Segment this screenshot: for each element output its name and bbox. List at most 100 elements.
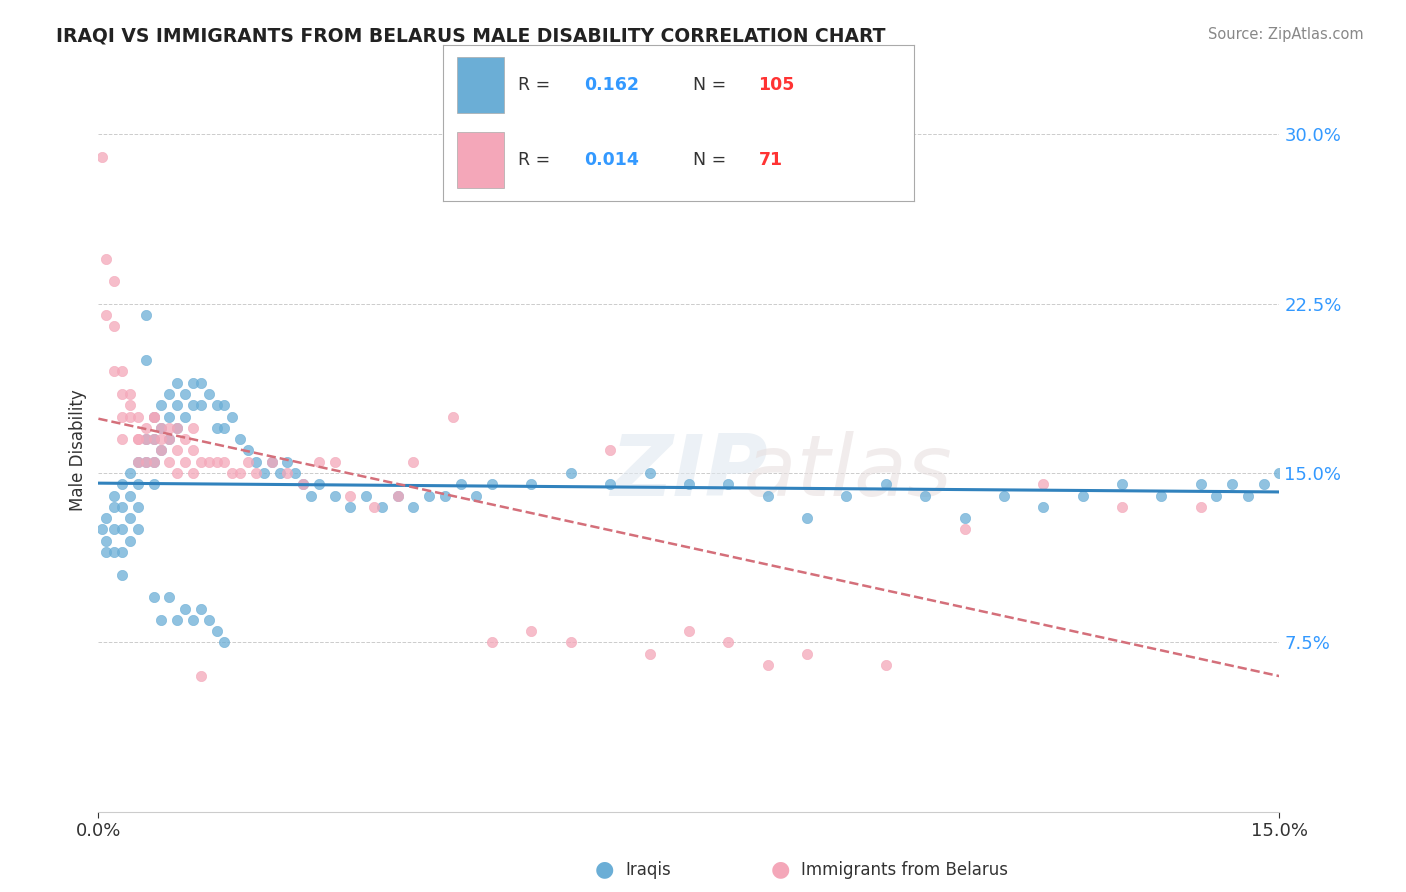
- Point: [157, 421, 180, 435]
- Point: [111, 567, 134, 582]
- Text: N =: N =: [693, 151, 731, 169]
- Point: [638, 466, 661, 480]
- Point: [269, 466, 291, 480]
- Text: 0.162: 0.162: [585, 76, 640, 95]
- Point: [339, 500, 361, 514]
- Point: [214, 635, 236, 649]
- Point: [142, 591, 165, 605]
- Point: [127, 477, 149, 491]
- Point: [181, 376, 204, 390]
- Point: [157, 432, 180, 446]
- Point: [214, 455, 236, 469]
- Point: [111, 500, 134, 514]
- Point: [111, 364, 134, 378]
- Point: [135, 455, 157, 469]
- Point: [142, 432, 165, 446]
- Point: [560, 635, 582, 649]
- Point: [717, 477, 740, 491]
- Point: [1111, 500, 1133, 514]
- Point: [197, 613, 219, 627]
- Point: [299, 489, 322, 503]
- Point: [181, 398, 204, 412]
- Point: [150, 421, 173, 435]
- Point: [190, 398, 212, 412]
- Point: [245, 455, 267, 469]
- Point: [150, 398, 173, 412]
- Point: [387, 489, 409, 503]
- Point: [205, 398, 228, 412]
- Point: [875, 477, 897, 491]
- Point: [157, 432, 180, 446]
- Point: [96, 252, 118, 266]
- Point: [520, 477, 543, 491]
- Point: [166, 421, 188, 435]
- Point: [166, 443, 188, 458]
- Point: [914, 489, 936, 503]
- Point: [1253, 477, 1275, 491]
- Point: [418, 489, 440, 503]
- Point: [1032, 477, 1054, 491]
- Point: [953, 523, 976, 537]
- Point: [174, 601, 197, 615]
- Point: [402, 500, 425, 514]
- Point: [190, 669, 212, 683]
- Point: [756, 489, 779, 503]
- Point: [229, 432, 252, 446]
- Point: [166, 466, 188, 480]
- Point: [166, 613, 188, 627]
- Point: [1205, 489, 1227, 503]
- Point: [103, 319, 125, 334]
- Point: [166, 421, 188, 435]
- Point: [638, 647, 661, 661]
- Point: [127, 455, 149, 469]
- Point: [260, 455, 283, 469]
- Point: [91, 150, 114, 164]
- Point: [1111, 477, 1133, 491]
- Point: [127, 409, 149, 424]
- Point: [953, 511, 976, 525]
- Point: [190, 376, 212, 390]
- Point: [135, 455, 157, 469]
- Point: [229, 466, 252, 480]
- Point: [1189, 477, 1212, 491]
- Text: R =: R =: [519, 76, 555, 95]
- Point: [118, 398, 141, 412]
- Point: [599, 443, 621, 458]
- Point: [127, 500, 149, 514]
- Point: [214, 398, 236, 412]
- Point: [450, 477, 472, 491]
- Point: [323, 455, 346, 469]
- Point: [135, 432, 157, 446]
- Point: [1032, 500, 1054, 514]
- Point: [308, 477, 330, 491]
- Point: [339, 489, 361, 503]
- Point: [166, 398, 188, 412]
- Point: [1150, 489, 1173, 503]
- Point: [91, 523, 114, 537]
- Point: [236, 455, 259, 469]
- Point: [190, 601, 212, 615]
- Point: [135, 421, 157, 435]
- Point: [118, 409, 141, 424]
- Point: [260, 455, 283, 469]
- Point: [205, 421, 228, 435]
- Point: [174, 387, 197, 401]
- Point: [118, 466, 141, 480]
- Point: [111, 523, 134, 537]
- Point: [150, 421, 173, 435]
- Text: 105: 105: [758, 76, 794, 95]
- Point: [1189, 500, 1212, 514]
- Point: [181, 613, 204, 627]
- Text: atlas: atlas: [689, 431, 952, 514]
- Point: [142, 455, 165, 469]
- Point: [835, 489, 858, 503]
- Point: [1071, 489, 1094, 503]
- Point: [111, 409, 134, 424]
- Text: 71: 71: [758, 151, 783, 169]
- Point: [96, 511, 118, 525]
- Point: [127, 523, 149, 537]
- Y-axis label: Male Disability: Male Disability: [69, 390, 87, 511]
- Text: Source: ZipAtlas.com: Source: ZipAtlas.com: [1208, 27, 1364, 42]
- Point: [796, 647, 818, 661]
- Point: [599, 477, 621, 491]
